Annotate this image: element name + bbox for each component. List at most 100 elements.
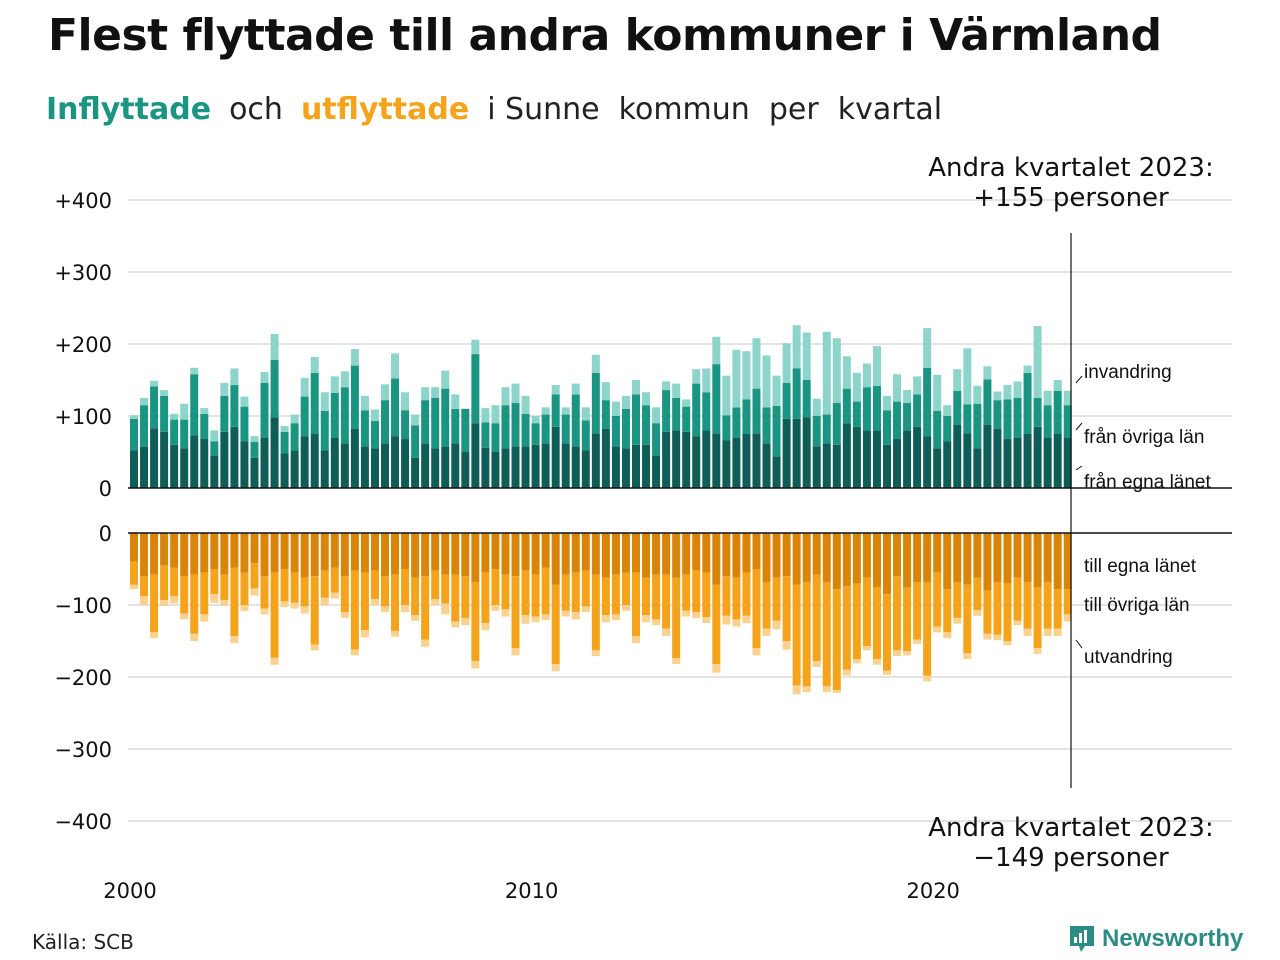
bar-out-ovriga-lan — [832, 589, 841, 690]
brand: Newsworthy — [1068, 924, 1243, 954]
bar-in-ovriga-lan — [782, 382, 791, 419]
bar-in-ovriga-lan — [541, 414, 550, 444]
bar-out-utvandring — [792, 685, 801, 695]
bar-out-ovriga-lan — [792, 584, 801, 686]
bar-in-egna-lanet — [581, 450, 590, 488]
bar-in-egna-lanet — [621, 448, 630, 488]
x-tick-label: 2000 — [103, 879, 156, 903]
bar-out-utvandring — [180, 613, 189, 620]
bar-in-ovriga-lan — [471, 354, 480, 424]
bar-in-invandring — [220, 382, 229, 396]
bar-in-invandring — [993, 391, 1002, 401]
bar-out-egna-lanet — [561, 533, 570, 575]
bar-out-ovriga-lan — [190, 574, 199, 634]
bar-in-egna-lanet — [832, 444, 841, 488]
bar-in-invandring — [170, 413, 179, 420]
bar-in-egna-lanet — [1033, 426, 1042, 488]
bar-in-invandring — [1013, 381, 1022, 398]
bar-out-utvandring — [230, 635, 239, 644]
bar-in-egna-lanet — [290, 450, 299, 488]
series-label-out: till egna länet — [1084, 556, 1197, 577]
bar-out-ovriga-lan — [852, 583, 861, 659]
bar-out-utvandring — [953, 617, 962, 624]
subtitle-utflyttade: utflyttade — [300, 92, 470, 127]
bar-in-egna-lanet — [320, 450, 329, 488]
bar-in-invandring — [421, 387, 430, 401]
bar-in-egna-lanet — [812, 446, 821, 488]
bar-out-egna-lanet — [782, 533, 791, 577]
bar-out-egna-lanet — [812, 533, 821, 575]
bar-in-ovriga-lan — [411, 425, 420, 458]
bar-in-invandring — [270, 333, 279, 360]
bar-in-egna-lanet — [1053, 434, 1062, 488]
bar-out-egna-lanet — [130, 533, 138, 562]
bar-out-ovriga-lan — [461, 576, 470, 618]
bar-out-utvandring — [160, 599, 169, 606]
bar-in-ovriga-lan — [1003, 399, 1012, 440]
bar-out-utvandring — [621, 605, 630, 611]
bar-out-ovriga-lan — [672, 577, 681, 659]
bar-out-egna-lanet — [190, 533, 199, 575]
bar-out-egna-lanet — [692, 533, 701, 571]
bar-in-egna-lanet — [852, 426, 861, 488]
bar-in-ovriga-lan — [752, 388, 761, 434]
bar-in-ovriga-lan — [300, 396, 309, 437]
bar-out-utvandring — [260, 608, 269, 615]
series-label-in-leader — [1075, 465, 1083, 471]
bar-out-utvandring — [722, 615, 731, 625]
bar-in-invandring — [521, 395, 530, 414]
bar-in-invandring — [280, 426, 289, 432]
bar-out-utvandring — [461, 617, 470, 626]
series-label-in-leader — [1075, 375, 1083, 384]
bar-out-ovriga-lan — [381, 576, 389, 607]
bar-in-ovriga-lan — [391, 378, 400, 437]
bar-out-ovriga-lan — [652, 574, 661, 620]
bar-out-egna-lanet — [511, 533, 520, 577]
bar-in-invandring — [852, 372, 861, 402]
bar-out-egna-lanet — [290, 533, 299, 573]
bar-in-egna-lanet — [862, 430, 871, 488]
bar-out-utvandring — [1003, 641, 1012, 646]
bar-out-ovriga-lan — [973, 577, 982, 611]
bar-out-egna-lanet — [240, 533, 249, 573]
bar-in-egna-lanet — [451, 443, 460, 488]
bar-out-utvandring — [521, 615, 530, 624]
bar-out-egna-lanet — [611, 533, 620, 575]
bar-in-invandring — [471, 339, 480, 355]
bar-out-egna-lanet — [421, 533, 430, 577]
y-tick-label-out: 0 — [99, 522, 112, 546]
bar-out-egna-lanet — [883, 533, 891, 595]
bar-in-ovriga-lan — [732, 407, 741, 438]
bar-out-ovriga-lan — [632, 572, 640, 636]
bar-in-egna-lanet — [200, 439, 209, 488]
bar-in-egna-lanet — [391, 436, 400, 488]
bar-out-egna-lanet — [210, 533, 219, 569]
bar-out-ovriga-lan — [431, 570, 440, 600]
bar-in-invandring — [692, 369, 701, 384]
bar-out-egna-lanet — [391, 533, 400, 575]
bar-in-invandring — [621, 395, 630, 409]
bar-out-ovriga-lan — [1013, 577, 1022, 621]
bar-out-egna-lanet — [1023, 533, 1032, 582]
bar-in-invandring — [360, 395, 369, 411]
bar-out-ovriga-lan — [842, 586, 851, 670]
bar-in-egna-lanet — [210, 455, 219, 488]
bar-out-utvandring — [1033, 648, 1042, 654]
bar-in-invandring — [903, 390, 912, 404]
bar-in-ovriga-lan — [852, 401, 861, 427]
bar-out-ovriga-lan — [621, 572, 630, 605]
bar-in-egna-lanet — [431, 448, 440, 488]
bar-out-ovriga-lan — [642, 577, 651, 616]
bar-out-ovriga-lan — [662, 574, 671, 629]
bar-in-ovriga-lan — [1013, 398, 1022, 438]
bar-in-ovriga-lan — [280, 431, 289, 454]
bar-in-invandring — [581, 407, 590, 421]
y-tick-label-in: +300 — [54, 261, 112, 285]
bar-out-utvandring — [411, 615, 420, 621]
bar-in-egna-lanet — [541, 443, 550, 488]
bar-out-utvandring — [913, 639, 922, 644]
bar-out-ovriga-lan — [481, 572, 490, 623]
bar-out-ovriga-lan — [501, 574, 510, 610]
bar-in-invandring — [340, 371, 349, 388]
bar-out-ovriga-lan — [551, 584, 560, 665]
